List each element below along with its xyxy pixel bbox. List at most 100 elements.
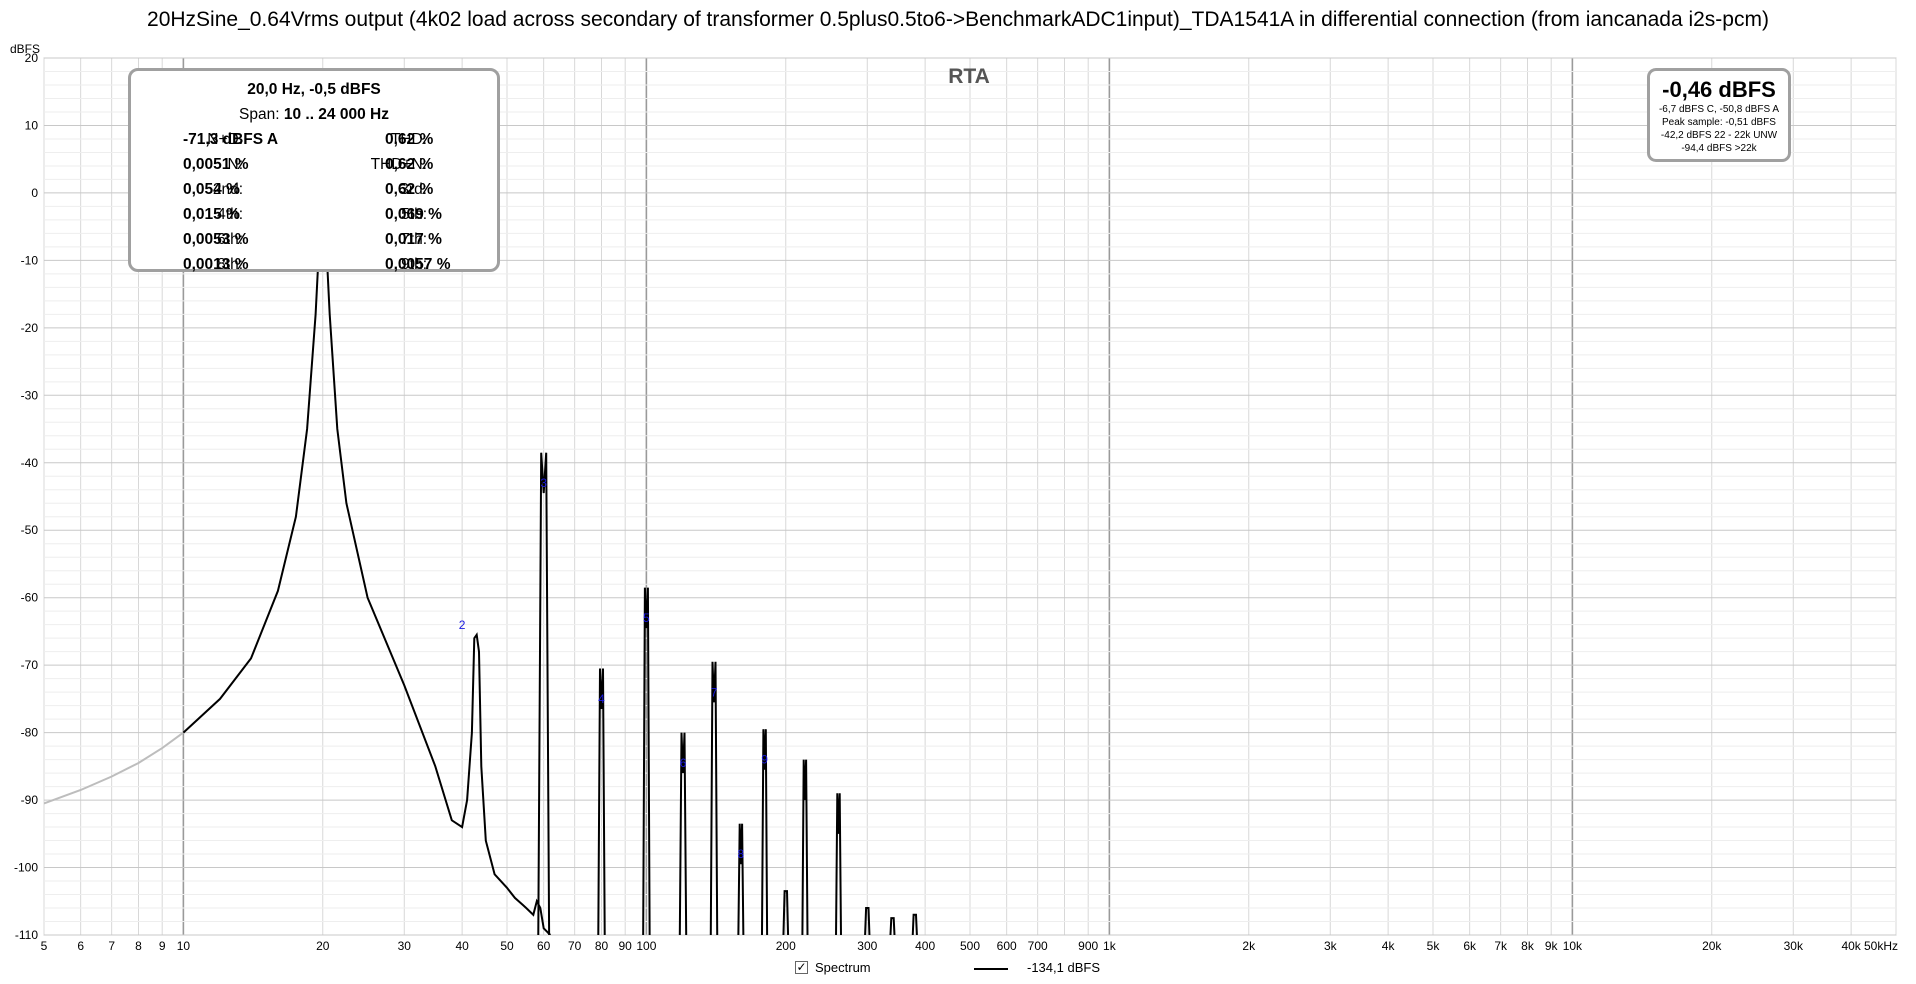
x-tick-label: 6k [1463, 939, 1477, 953]
harmonic-peak [835, 793, 842, 935]
x-tick-label: 60 [537, 939, 551, 953]
y-axis-label: dBFS [10, 42, 40, 56]
stats-rv: 0,017 % [385, 231, 442, 248]
window-title: 20HzSine_0.64Vrms output (4k02 load acro… [147, 8, 1769, 31]
x-tick-label: 5k [1427, 939, 1441, 953]
x-tick-label: 100 [636, 939, 656, 953]
harmonic-peak [801, 759, 809, 935]
x-tick-label: 300 [857, 939, 877, 953]
stats-lv: -71,3 dBFS A [183, 131, 279, 148]
harmonic-label: 8 [738, 847, 745, 861]
span-label: Span: [239, 106, 280, 123]
y-tick-label: -50 [21, 523, 39, 537]
x-tick-label: 30 [398, 939, 412, 953]
harmonic-label: 7 [711, 685, 718, 699]
y-tick-label: -20 [21, 321, 39, 335]
stats-rv: 0,62 % [385, 131, 434, 148]
stats-row: 6th: 0,0053 % 7th: 0,017 % [131, 227, 497, 252]
plot-area [44, 196, 918, 935]
x-tick-label: 9 [159, 939, 166, 953]
stats-lv: 0,0053 % [183, 231, 249, 248]
y-tick-label: -40 [21, 456, 39, 470]
harmonic-peak [889, 917, 896, 935]
distortion-stats-box: 20,0 Hz, -0,5 dBFS Span: 10 .. 24 000 Hz… [128, 68, 500, 273]
harmonic-label: 3 [540, 476, 547, 490]
stats-rv: 0,62 % [385, 156, 434, 173]
x-tick-label: 700 [1028, 939, 1048, 953]
stats-rows: N+D: -71,3 dBFS A THD: 0,62 % N: 0,0051 % THD+… [131, 127, 497, 277]
y-tick-label: 0 [31, 186, 38, 200]
y-tick-label: 10 [25, 118, 39, 132]
stats-row: 2nd: 0,054 % 3rd: 0,62 % [131, 177, 497, 202]
stats-lv: 0,054 % [183, 181, 240, 198]
harmonic-label: 5 [643, 611, 650, 625]
x-tick-label: 200 [776, 939, 796, 953]
stats-r: THD: [390, 131, 427, 148]
x-tick-label: 20k [1702, 939, 1722, 953]
x-tick-label: 7k [1494, 939, 1508, 953]
stats-row: 8th: 0,0013 % 9th: 0,0057 % [131, 252, 497, 277]
x-tick-label: 10 [177, 939, 191, 953]
x-tick-label: 80 [595, 939, 609, 953]
stats-r: 7th: [401, 231, 427, 248]
stats-lv: 0,0051 % [183, 156, 249, 173]
legend: ✓ Spectrum -134,1 dBFS [0, 960, 1916, 980]
harmonic-peak [760, 729, 769, 935]
harmonic-peak [864, 907, 871, 935]
x-tick-label: 8k [1521, 939, 1535, 953]
harmonic-label: 9 [761, 753, 768, 767]
level-box: -0,46 dBFS -6,7 dBFS C, -50,8 dBFS A Pea… [1647, 68, 1791, 162]
x-tick-label: 3k [1324, 939, 1338, 953]
y-tick-label: -90 [21, 793, 39, 807]
x-tick-label: 900 [1078, 939, 1098, 953]
stats-r: 5th: [401, 206, 427, 223]
y-tick-label: -110 [15, 928, 38, 942]
y-tick-label: -100 [14, 861, 38, 875]
x-tick-label: 400 [915, 939, 935, 953]
legend-spectrum-label[interactable]: Spectrum [815, 960, 871, 975]
harmonic-peak [642, 587, 651, 935]
span-value: 10 .. 24 000 Hz [283, 106, 389, 123]
legend-value: -134,1 dBFS [1027, 960, 1100, 975]
spectrum-line [182, 196, 552, 935]
x-tick-label: 5 [41, 939, 48, 953]
harmonic-peak [911, 913, 918, 935]
stats-lv: 0,0013 % [183, 256, 249, 273]
x-tick-label: 70 [568, 939, 582, 953]
spectrum-checkbox[interactable]: ✓ [795, 960, 808, 974]
stats-rv: 0,62 % [385, 181, 434, 198]
harmonic-peak [678, 732, 688, 935]
stats-row: N+D: -71,3 dBFS A THD: 0,62 % [131, 127, 497, 152]
stats-span: Span: 10 .. 24 000 Hz [131, 102, 497, 127]
harmonic-peak [597, 668, 606, 935]
x-tick-label: 30k [1784, 939, 1804, 953]
stats-lv: 0,015 % [183, 206, 240, 223]
y-tick-label: -80 [21, 726, 39, 740]
harmonic-peak [537, 452, 551, 935]
level-main: -0,46 dBFS [1662, 77, 1776, 102]
x-tick-label: 1k [1103, 939, 1117, 953]
stats-l: N: [227, 156, 244, 173]
stats-header: 20,0 Hz, -0,5 dBFS [247, 81, 381, 98]
level-line-4: -94,4 dBFS >22k [1681, 143, 1757, 154]
stats-row: N: 0,0051 % THD+N: 0,62 % [131, 152, 497, 177]
level-line-1: -6,7 dBFS C, -50,8 dBFS A [1658, 104, 1780, 115]
y-axis-ticks: 20 10 0 -10 -20 -30 -40 -50 -60 -70 -80 -90 -100 -110 [14, 51, 38, 942]
x-axis-ticks: 5 6 7 8 9 10 20 30 40 50 60 70 80 90 100 200 300 400 500 60… [41, 939, 1898, 953]
x-tick-label: 6 [77, 939, 84, 953]
spectrum-low-freq-segment [44, 731, 184, 805]
level-line-3: -42,2 dBFS 22 - 22k UNW [1660, 130, 1778, 141]
y-tick-label: -70 [21, 658, 39, 672]
harmonic-peak [709, 661, 719, 935]
x-tick-label: 7 [108, 939, 115, 953]
x-tick-label: 50kHz [1864, 939, 1898, 953]
x-tick-label: 8 [135, 939, 142, 953]
harmonic-label: 4 [598, 692, 605, 706]
x-tick-label: 9k [1545, 939, 1559, 953]
x-tick-label: 20 [316, 939, 330, 953]
x-tick-label: 50 [500, 939, 514, 953]
stats-l: 6th: [217, 231, 243, 248]
stats-r: THD+N: [370, 156, 427, 173]
stats-rv: 0,0057 % [385, 256, 451, 273]
stats-r: 9th: [401, 256, 427, 273]
